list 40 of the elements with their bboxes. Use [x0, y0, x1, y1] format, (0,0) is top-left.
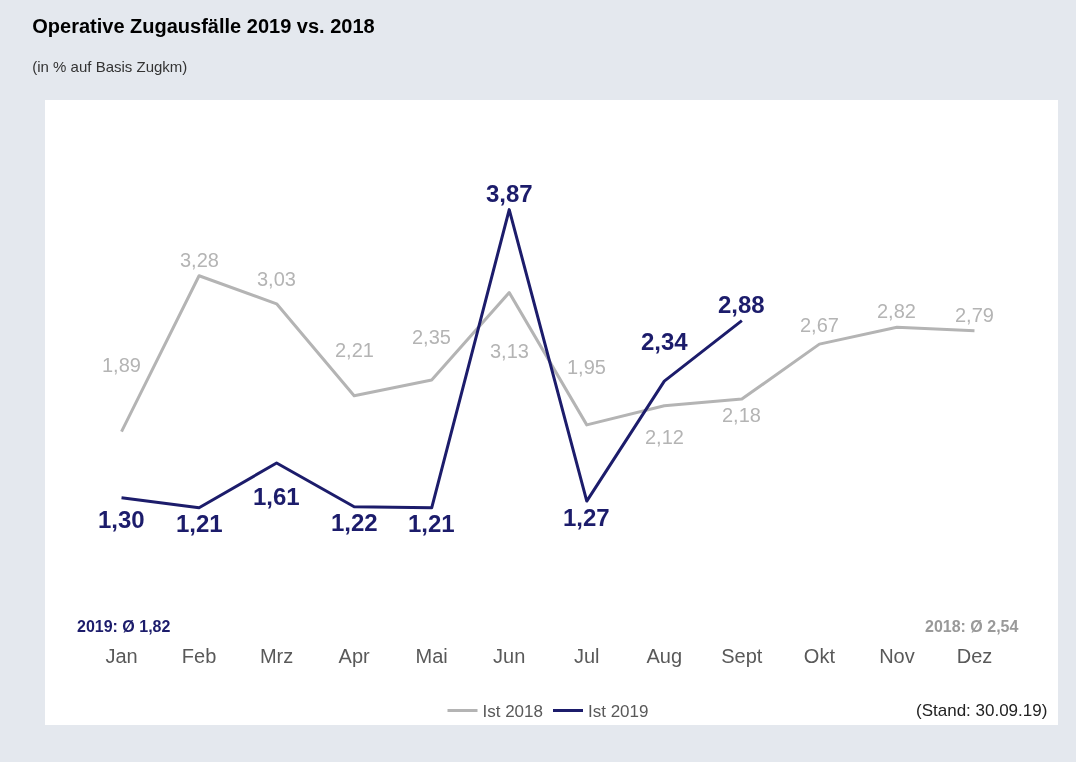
text: 2018: Ø 2,54 [925, 618, 1019, 635]
data-label: 3,28 [180, 249, 219, 271]
data-label: 1,30 [98, 506, 145, 533]
data-label: 2,67 [800, 314, 839, 336]
chart-title: Operative Zugausfälle 2019 vs. 2018 [32, 15, 375, 38]
x-tick-label: Mrz [259, 645, 294, 667]
x-tick-label: Nov [879, 645, 915, 667]
x-tick-label: Apr [338, 645, 371, 667]
legend-label: Ist 2018 [482, 702, 543, 722]
data-label: 1,22 [331, 509, 378, 536]
text: (Stand: 30.09.19) [916, 701, 1048, 720]
data-label: 1,89 [102, 354, 141, 376]
data-label: 3,87 [486, 180, 533, 207]
data-label: 1,95 [567, 356, 606, 378]
chart-subtitle: (in % auf Basis Zugkm) [32, 57, 188, 75]
data-label: 3,13 [490, 340, 529, 362]
x-tick-label: Aug [646, 645, 683, 667]
data-label: 2,18 [722, 404, 761, 426]
data-label: 2,21 [335, 339, 374, 361]
x-tick-label: Jan [105, 645, 138, 667]
data-label: 2,82 [877, 300, 916, 322]
x-tick-label: Okt [803, 645, 836, 667]
data-label: 2,79 [955, 304, 994, 326]
x-tick-label: Mai [415, 645, 448, 667]
legend-label: Ist 2019 [588, 702, 649, 722]
x-tick-label: Dez [956, 645, 993, 667]
data-label: 1,21 [408, 510, 455, 537]
data-label: 3,03 [257, 268, 296, 290]
x-tick-label: Jun [493, 645, 526, 667]
data-label: 1,21 [176, 510, 223, 537]
data-label: 2,34 [641, 328, 689, 355]
data-label: 2,88 [718, 291, 765, 318]
data-label: 1,61 [253, 483, 300, 510]
x-tick-label: Feb [181, 645, 217, 667]
data-label: 1,27 [563, 504, 610, 531]
x-tick-label: Sept [721, 645, 763, 667]
x-tick-label: Jul [573, 645, 600, 667]
text: 2019: Ø 1,82 [77, 618, 171, 635]
data-label: 2,12 [645, 426, 684, 448]
data-label: 2,35 [412, 326, 451, 348]
